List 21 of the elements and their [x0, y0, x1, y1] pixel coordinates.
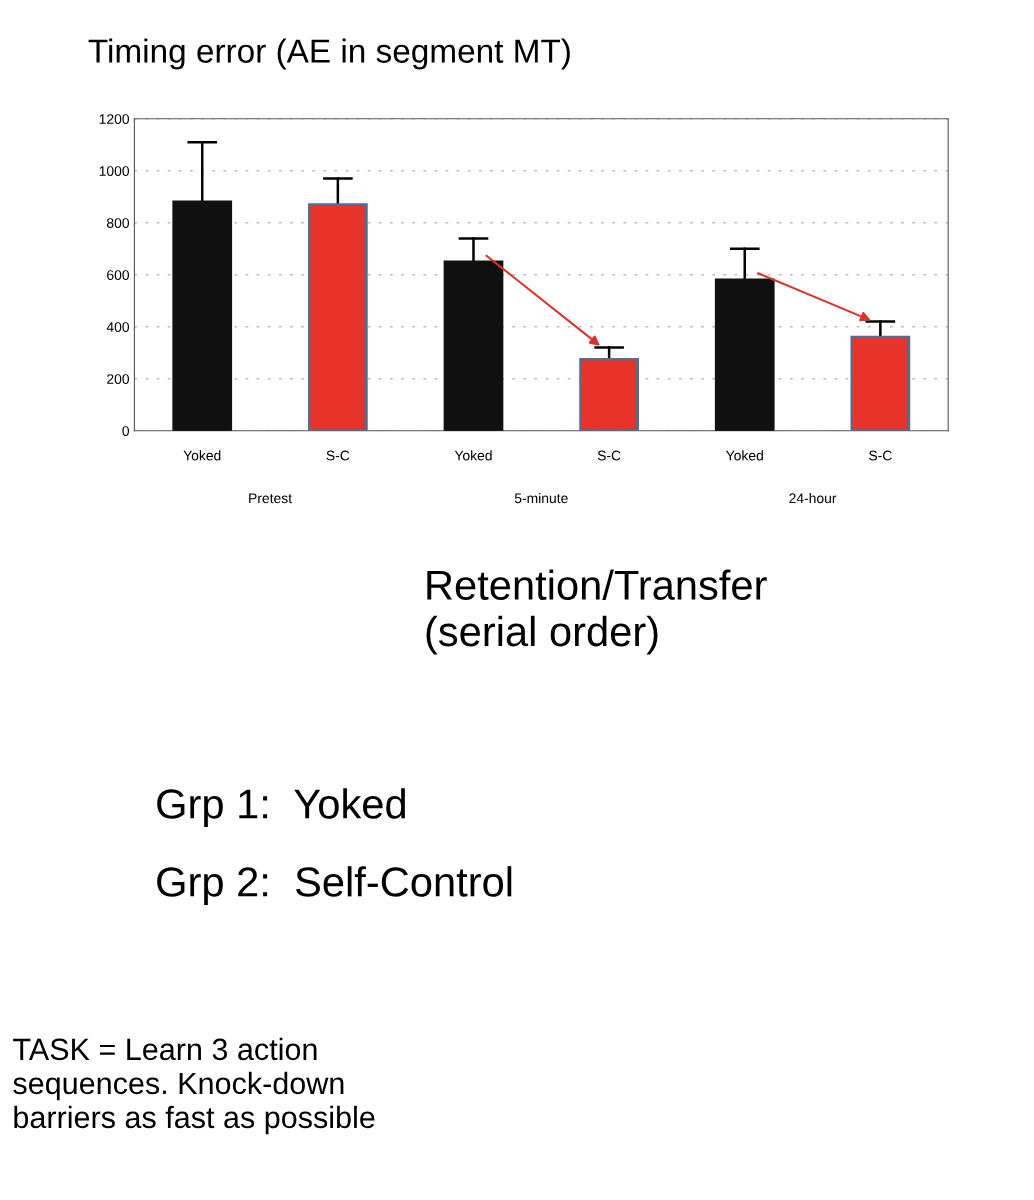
y-tick-label: 600: [107, 270, 130, 280]
x-tick-label: Yoked: [183, 450, 221, 461]
y-tick-label: 400: [106, 322, 130, 332]
text: TASK = Learn 3 action sequences. Knock-down barriers as fast as possible: [13, 1037, 375, 1135]
text: 5-minute: [514, 492, 568, 504]
y-tick-label: 0: [122, 426, 130, 436]
x-tick-label: Yoked: [454, 450, 492, 461]
chart-title: Timing error (AE in segment MT): [88, 38, 570, 70]
y-tick-label: 1200: [99, 114, 130, 124]
x-tick-label: Yoked: [725, 450, 763, 461]
y-tick-label: 1000: [99, 166, 130, 176]
text: Grp 1: Yoked: [157, 788, 405, 828]
y-tick-label: 800: [106, 218, 130, 228]
x-tick-label: S-C: [869, 450, 892, 461]
text: Grp 2: Self-Control: [157, 866, 512, 906]
text: Pretest: [249, 493, 292, 504]
x-tick-label: S-C: [326, 450, 350, 461]
y-tick-label: 200: [107, 374, 130, 384]
x-tick-label: S-C: [597, 450, 621, 461]
text: 24-hour: [789, 492, 837, 504]
text: Retention/Transfer (serial order): [426, 569, 767, 655]
